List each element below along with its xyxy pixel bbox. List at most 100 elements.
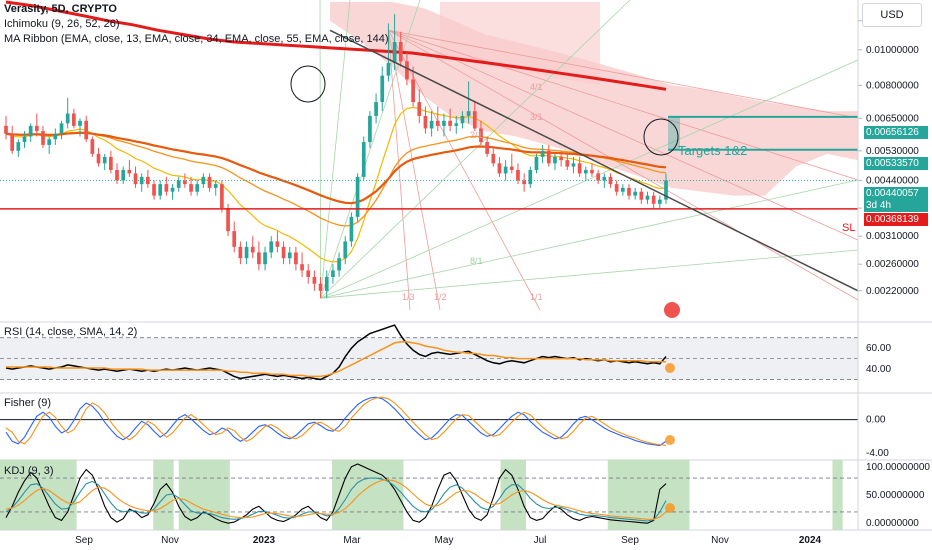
candle-body [41,131,45,145]
time-axis-label-6: Sep [621,535,639,546]
candle-body [423,115,428,129]
kdj-pane: 100.00000000 50.00000000 0.00000000 [0,459,932,530]
pane-axis-label-0: 100.00000000 [866,462,930,473]
kdj-shade-2 [178,460,230,530]
kdj-shade-3 [331,460,404,530]
candle-body [627,187,631,196]
pane-axis-label-1: 40.00 [866,364,891,375]
candle-body [503,166,508,174]
candle-body [238,246,243,259]
candle-body [491,153,496,164]
highlight-circle-target [643,118,679,156]
candle-body [664,180,668,200]
candle-body [133,173,138,185]
trend-line [329,29,859,292]
rsi-legend[interactable]: RSI (14, close, SMA, 14, 2) [4,326,138,338]
candle-body [577,163,582,174]
series-fisher-line [5,396,667,447]
time-axis-label-2: 2023 [253,535,276,546]
fan-label-2-1: 2/1 [470,130,483,140]
targets-annotation: Targets 1&2 [678,143,748,158]
currency-button[interactable]: USD [862,3,922,27]
ma-ribbon-legend[interactable]: MA Ribbon (EMA, close, 13, EMA, close, 3… [4,33,389,45]
candle-body [53,133,58,140]
candle-body [657,199,662,204]
candle-body [633,191,638,196]
time-axis-label-1: Nov [161,535,179,546]
candle-body [559,156,563,161]
candle-body [509,166,514,170]
candle-body [263,252,267,265]
gann-fan [319,0,859,311]
candle-body [16,142,21,151]
price-axis-label-4: 0.00530000 [866,146,919,157]
kdj-shade-6 [832,460,843,530]
rsi-pane: 60.00 40.00 [0,321,932,381]
fan-label-8-1: 8/1 [470,256,483,266]
candle-body [331,270,335,277]
candle-body [343,241,348,259]
ichimoku-legend[interactable]: Ichimoku (9, 26, 52, 26) [4,18,120,30]
candle-body [540,150,545,157]
candle-body [324,276,329,291]
candle-body [226,208,230,232]
candle-body [522,180,526,185]
candle-body [10,133,15,151]
candle-body [250,246,255,253]
time-axis-label-8: 2024 [799,535,822,546]
stop-loss-tag: 0.00368139 [864,213,928,226]
candle-body [516,169,520,181]
candle-body [127,169,132,174]
candle-body [429,120,434,129]
candle-body [361,142,366,177]
pane-axis-label-2: 0.00000000 [866,518,919,529]
candle-body [170,187,175,192]
flag-icon [664,302,680,318]
ema-144-line [5,0,667,91]
kdj-marker [665,503,675,513]
candle-body [201,176,206,185]
candle-body [300,264,304,271]
fan-line-high-6 [388,29,859,119]
pane-axis-label-0: 0.00 [866,415,886,426]
pane-axis-label-1: -4.00 [866,448,889,459]
fan-label-1-2: 1/2 [434,292,447,302]
candle-body [152,184,156,196]
kdj-shade-1 [153,460,174,530]
fan-label-1-3: 1/3 [402,292,415,302]
fan-line-low-2 [320,0,421,299]
candle-body [121,169,126,181]
fisher-legend[interactable]: Fisher (9) [4,397,52,409]
candle-body [398,42,403,62]
candle-body [571,163,576,167]
series-j-line [5,463,667,524]
fan-line-low-0 [319,0,321,299]
candle-body [596,173,600,181]
candle-body [22,136,27,143]
candle-body [608,176,613,185]
ichimoku-cloud [330,2,858,196]
kdj-legend[interactable]: KDJ (9, 3) [4,465,54,477]
fan-line-low-5 [320,179,859,299]
sl-annotation: SL [842,222,856,234]
kdj-shade-0 [0,460,77,530]
price-axis-label-5: 0.00440000 [866,175,919,186]
candle-body [176,180,181,188]
candle-body [312,276,317,284]
candle-body [368,115,372,143]
candle-body [102,156,107,164]
candle-body [528,169,533,185]
last-price-tag: 0.00440057 [864,187,928,200]
price-axis-label-7: 0.00310000 [866,231,919,242]
candle-body [651,195,656,204]
candle-body [380,75,385,103]
rsi-marker [665,363,675,373]
candle-body [4,125,8,134]
candle-body [318,283,323,291]
candle-body [158,184,163,196]
fan-line-high-3 [388,29,859,301]
candle-body [639,191,644,200]
fan-line-high-2 [388,30,541,311]
fisher-marker [665,435,675,445]
